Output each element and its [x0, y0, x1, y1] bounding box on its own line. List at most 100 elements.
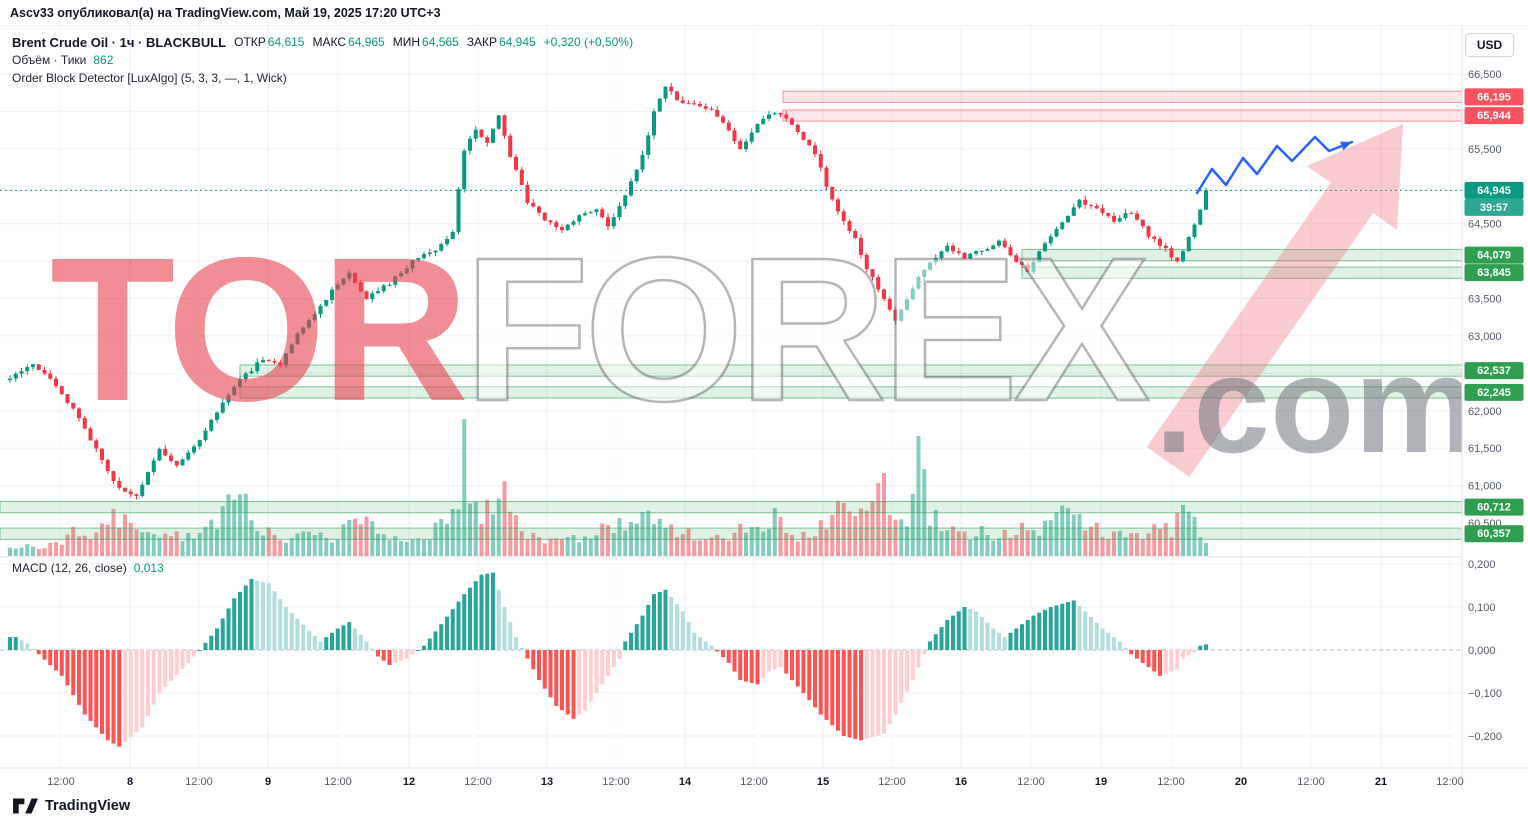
currency-button[interactable]: USD: [1465, 33, 1514, 57]
order-block-zone: [782, 90, 1463, 103]
order-blocks: [0, 90, 1463, 540]
watermark: TORFOREX .com: [50, 124, 1477, 482]
volume-value: 862: [93, 53, 114, 67]
time-tick-label: 20: [1235, 776, 1247, 788]
price-tick-label: 61,000: [1468, 481, 1502, 493]
svg-text:64,945: 64,945: [1477, 185, 1511, 197]
price-tick-label: 65,500: [1468, 144, 1502, 156]
order-block-price-badge: [1464, 525, 1524, 543]
order-block-zone: [782, 109, 1463, 122]
grid: [0, 26, 1462, 768]
macd-tick-label: −0,100: [1468, 688, 1502, 700]
svg-text:63,845: 63,845: [1477, 267, 1511, 279]
time-tick-label: 12:00: [740, 776, 768, 788]
annotation-arrow: [1195, 135, 1354, 195]
order-block-price-badge: [1464, 246, 1524, 264]
order-block-price-badge: [1464, 362, 1524, 380]
watermark-text: TORFOREX: [50, 215, 1148, 444]
macd-histogram: [8, 572, 1208, 747]
candlesticks: [8, 82, 1208, 500]
svg-text:39:57: 39:57: [1480, 202, 1508, 214]
ohlc-value: 64,565: [422, 35, 459, 49]
price-tick-label: 62,000: [1468, 406, 1502, 418]
time-tick-label: 12:00: [185, 776, 213, 788]
time-tick-label: 14: [679, 776, 692, 788]
order-block-price-badge: [1464, 107, 1524, 125]
macd-indicator-title[interactable]: MACD (12, 26, close): [12, 561, 127, 575]
ohlc-value: 64,965: [348, 35, 385, 49]
orderblock-indicator-title[interactable]: Order Block Detector [LuxAlgo] (5, 3, 3,…: [12, 71, 287, 85]
last-price-badge: [1464, 181, 1524, 199]
svg-text:66,195: 66,195: [1477, 91, 1511, 103]
ohlc-label: ЗАКР: [466, 35, 497, 49]
time-tick-label: 19: [1095, 776, 1107, 788]
time-tick-label: 12:00: [878, 776, 906, 788]
ohlc-label: ОТКР: [234, 35, 266, 49]
time-tick-label: 12:00: [47, 776, 75, 788]
macd-tick-label: 0,100: [1468, 602, 1496, 614]
macd-params: (12, 26, close): [50, 561, 127, 575]
macd-tick-label: −0,200: [1468, 731, 1502, 743]
ohlc-values: ОТКР 64,615 МАКС 64,965 МИН 64,565 ЗАКР 64,945: [226, 35, 536, 49]
svg-text:60,357: 60,357: [1477, 528, 1511, 540]
time-axis[interactable]: 12:00 8 12:00 9 12:00 12 12:00 13 12:00 14 12:00 15…: [47, 776, 1464, 788]
price-tick-label: 66,500: [1468, 69, 1502, 81]
volume-legend-row: Объём · Тики 862: [12, 51, 633, 69]
time-tick-label: 12:00: [1436, 776, 1464, 788]
macd-legend-row: MACD (12, 26, close) 0,013: [12, 559, 164, 577]
time-tick-label: 12: [403, 776, 415, 788]
time-tick-label: 12:00: [1017, 776, 1045, 788]
time-tick-label: 21: [1375, 776, 1387, 788]
watermark-arrow: [1146, 183, 1374, 477]
ohlc-value: 64,945: [498, 35, 536, 49]
time-tick-label: 9: [265, 776, 271, 788]
time-tick-label: 8: [127, 776, 133, 788]
symbol-title[interactable]: Brent Crude Oil · 1ч · BLACKBULL: [12, 34, 227, 50]
macd-tick-label: 0,000: [1468, 645, 1496, 657]
tradingview-logo-text: TradingView: [45, 798, 131, 814]
svg-text:62,537: 62,537: [1477, 365, 1511, 377]
order-block-price-badge: [1464, 88, 1524, 106]
price-tick-label: 61,500: [1468, 443, 1502, 455]
svg-text:65,944: 65,944: [1477, 110, 1512, 122]
chart-legend: Brent Crude Oil · 1ч · BLACKBULL ОТКР 64,…: [12, 33, 633, 87]
ohlc-value: 64,615: [267, 35, 305, 49]
order-block-zone: [0, 527, 1463, 540]
symbol-legend-row: Brent Crude Oil · 1ч · BLACKBULL ОТКР 64,…: [12, 33, 633, 51]
bar-countdown-badge: [1464, 198, 1524, 216]
time-tick-label: 13: [541, 776, 553, 788]
order-block-price-badge: [1464, 264, 1524, 282]
time-tick-label: 12:00: [324, 776, 352, 788]
watermark-arrowhead: [1307, 124, 1403, 230]
macd-tick-label: 0,200: [1468, 559, 1496, 571]
price-tick-label: 63,000: [1468, 331, 1502, 343]
time-tick-label: 15: [817, 776, 829, 788]
tradingview-logo[interactable]: TradingView: [13, 798, 130, 814]
time-tick-label: 12:00: [1157, 776, 1185, 788]
time-tick-label: 16: [955, 776, 967, 788]
order-block-price-badge: [1464, 498, 1524, 516]
price-axis[interactable]: 66,500 65,500 64,500 63,500 63,000 62,000 61,5…: [0, 26, 1528, 790]
order-block-price-badge: [1464, 383, 1524, 401]
svg-text:60,712: 60,712: [1477, 502, 1511, 514]
volume-indicator-title[interactable]: Объём · Тики: [12, 53, 87, 67]
price-change: +0,320 (+0,50%): [543, 35, 634, 49]
time-tick-label: 12:00: [602, 776, 630, 788]
price-tick-label: 63,500: [1468, 294, 1502, 306]
svg-text:62,245: 62,245: [1477, 387, 1511, 399]
publish-info-bar: Ascv33 опубликовал(а) на TradingView.com…: [0, 0, 1528, 26]
time-tick-label: 12:00: [464, 776, 492, 788]
time-tick-label: 12:00: [1297, 776, 1325, 788]
watermark-suffix: .com: [1155, 328, 1477, 482]
publish-info-text: Ascv33 опубликовал(а) на TradingView.com…: [10, 5, 441, 20]
price-tick-label: 64,500: [1468, 219, 1502, 231]
orderblock-legend-row: Order Block Detector [LuxAlgo] (5, 3, 3,…: [12, 69, 633, 87]
tradingview-logo-icon: [13, 798, 38, 814]
ohlc-label: МИН: [392, 35, 421, 49]
order-block-zone: [0, 501, 1463, 514]
svg-text:64,079: 64,079: [1477, 250, 1511, 262]
macd-title: MACD: [12, 561, 48, 575]
macd-value: 0,013: [133, 561, 164, 575]
